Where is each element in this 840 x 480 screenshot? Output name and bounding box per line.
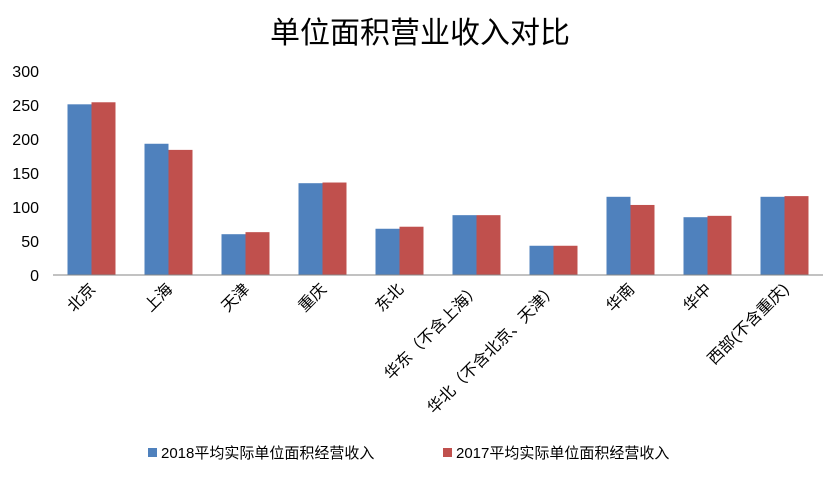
legend-item-2018: 2018平均实际单位面积经营收入 xyxy=(148,445,374,462)
legend-swatch-2017 xyxy=(443,448,452,457)
y-tick-label: 200 xyxy=(12,132,39,149)
y-tick-label: 150 xyxy=(12,166,39,183)
bar-series1-7 xyxy=(529,245,554,275)
bar-series2-5 xyxy=(399,226,424,275)
x-tick-label: 西部(不含重庆) xyxy=(704,280,792,368)
legend: 2018平均实际单位面积经营收入 2017平均实际单位面积经营收入 xyxy=(148,445,669,462)
y-tick-label: 50 xyxy=(21,234,39,251)
x-tick-label: 天津 xyxy=(218,280,253,315)
bar-series2-6 xyxy=(476,215,501,275)
bar-series1-5 xyxy=(375,228,400,275)
bar-series1-1 xyxy=(67,104,92,275)
bar-series1-8 xyxy=(606,196,631,275)
legend-swatch-2018 xyxy=(148,448,157,457)
x-tick-label: 东北 xyxy=(372,280,407,315)
y-tick-label: 0 xyxy=(30,268,39,285)
bar-series1-6 xyxy=(452,215,477,275)
bar-series1-9 xyxy=(683,217,708,275)
x-tick-label: 北京 xyxy=(64,280,99,315)
y-tick-label: 300 xyxy=(12,64,39,81)
x-tick-label: 重庆 xyxy=(295,280,330,315)
y-axis: 0 50 100 150 200 250 300 xyxy=(12,64,39,285)
chart-title: 单位面积营业收入对比 xyxy=(270,17,570,50)
x-tick-label: 华中 xyxy=(680,280,715,315)
bar-series2-2 xyxy=(168,149,193,275)
bar-series2-3 xyxy=(245,232,270,275)
y-tick-label: 250 xyxy=(12,98,39,115)
bar-series1-2 xyxy=(144,143,169,275)
plot-area xyxy=(67,102,809,275)
legend-item-2017: 2017平均实际单位面积经营收入 xyxy=(443,445,669,462)
x-tick-label: 华北（不含北京、天津） xyxy=(424,280,561,417)
bar-series2-4 xyxy=(322,182,347,275)
bar-series2-8 xyxy=(630,204,655,275)
bar-series1-10 xyxy=(760,196,785,275)
bar-series2-10 xyxy=(784,196,809,275)
x-tick-label: 华南 xyxy=(603,280,638,315)
y-tick-label: 100 xyxy=(12,200,39,217)
bar-series2-1 xyxy=(91,102,116,275)
bar-series2-9 xyxy=(707,215,732,275)
bar-series1-4 xyxy=(298,183,323,275)
legend-label-2017: 2017平均实际单位面积经营收入 xyxy=(456,445,669,462)
bar-series1-3 xyxy=(221,234,246,275)
legend-label-2018: 2018平均实际单位面积经营收入 xyxy=(161,445,374,462)
x-tick-label: 上海 xyxy=(141,280,176,315)
bar-series2-7 xyxy=(553,245,578,275)
